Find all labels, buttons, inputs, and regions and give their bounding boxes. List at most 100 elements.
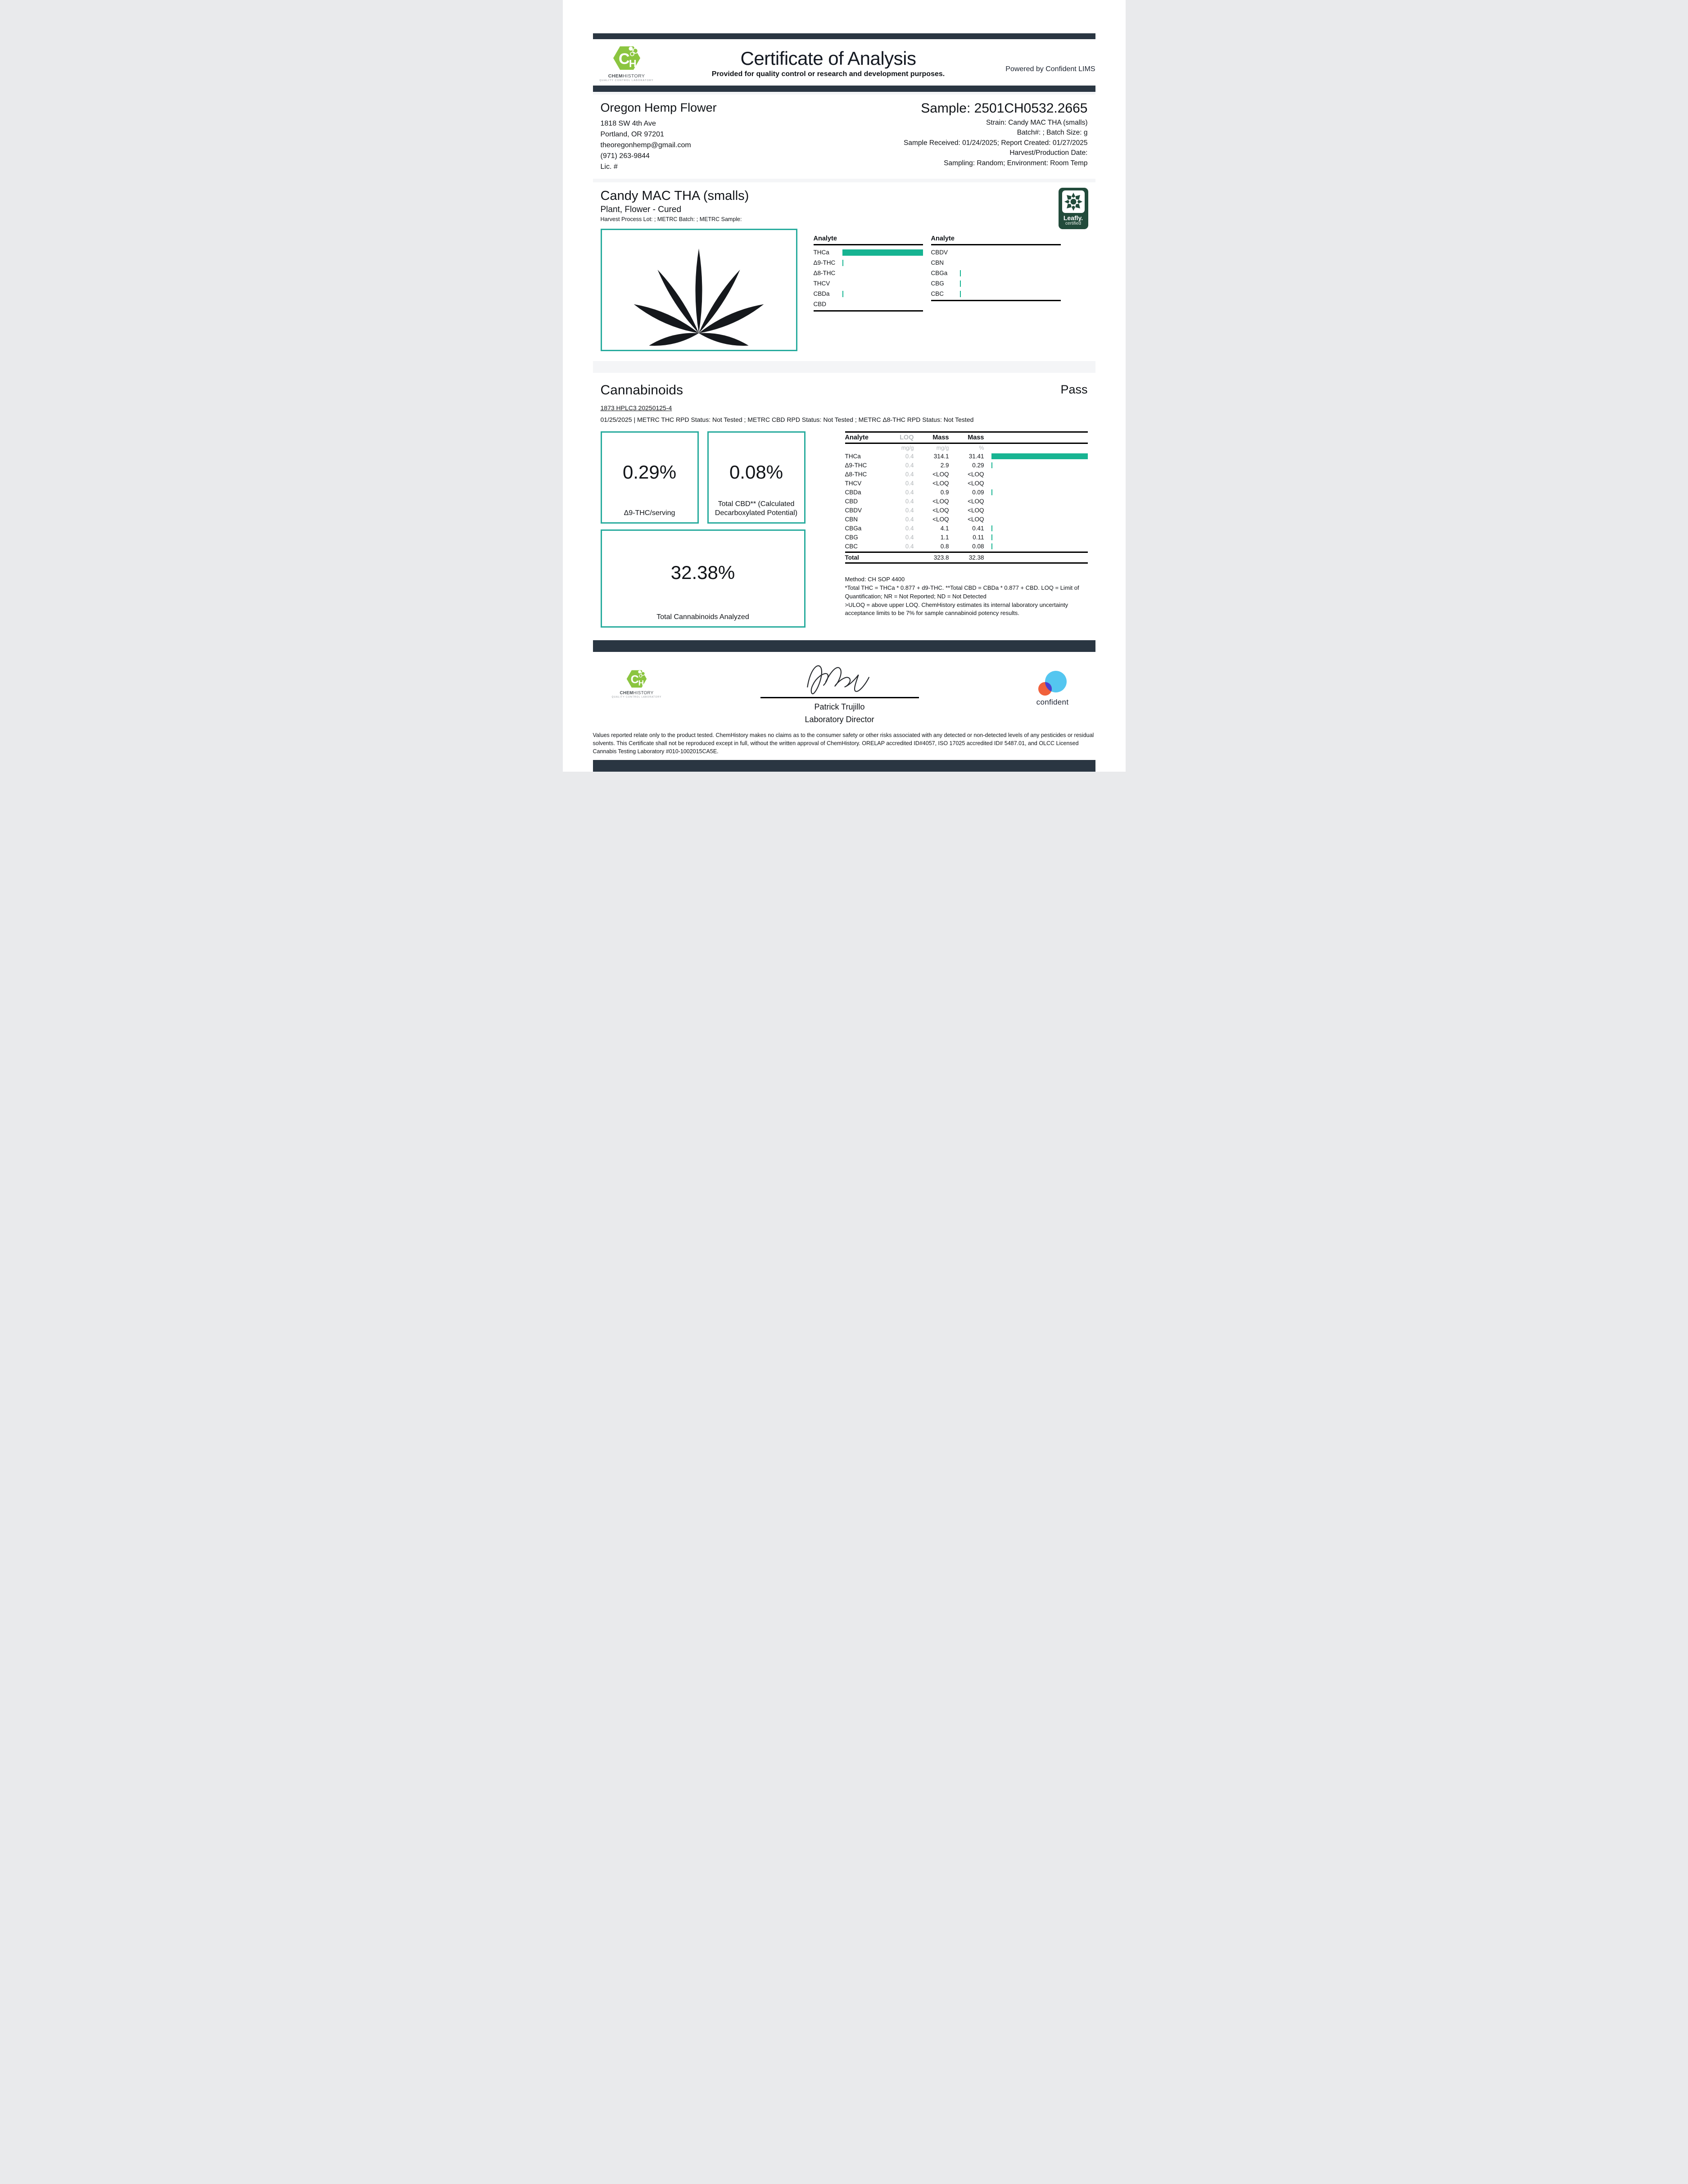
table-bar-cell: [984, 543, 1088, 549]
analyte-label: CBGa: [931, 270, 948, 276]
unit-mass-pct: %: [979, 445, 984, 451]
table-cell: <LOQ: [932, 470, 949, 478]
document-body: Oregon Hemp Flower 1818 SW 4th Ave Portl…: [593, 92, 1095, 637]
run-info: 1873 HPLC3 20250125-4: [600, 404, 672, 411]
highlight-value: 32.38%: [670, 562, 735, 583]
cannabinoid-table-row: Δ8-THC 0.4 <LOQ <LOQ: [845, 470, 1088, 479]
highlight-boxes: 0.29% Δ9-THC/serving 0.08% Total CBD** (…: [600, 431, 806, 628]
mini-chart-row: CBDa: [814, 289, 923, 299]
table-cell: 0.29: [972, 461, 984, 469]
client-info: Oregon Hemp Flower 1818 SW 4th Ave Portl…: [601, 101, 717, 172]
analyte-label: CBG: [931, 280, 944, 287]
cannabinoid-table-row: Δ9-THC 0.4 2.9 0.29: [845, 461, 1088, 470]
analyte-bar-track: [959, 290, 1061, 297]
table-bar-cell: [984, 498, 1088, 504]
mini-chart-right-column: Analyte CBDV CBN CBGa CBG CBC: [931, 235, 1061, 351]
table-cell: 0.08: [972, 543, 984, 550]
leafly-flower-icon: [1062, 190, 1085, 213]
cannabinoids-section: Cannabinoids Pass 1873 HPLC3 20250125-4 …: [593, 373, 1095, 637]
footer-right: confident: [1010, 658, 1095, 707]
mini-chart-row: CBDV: [931, 247, 1061, 258]
signer-name: Patrick Trujillo: [814, 702, 865, 711]
confident-wordmark: confident: [1036, 698, 1069, 706]
product-type: Plant, Flower - Cured: [600, 205, 682, 214]
footer: C H CHEMHISTORY QUALITY CONTROL LABORATO…: [593, 652, 1095, 724]
table-cell: 4.1: [940, 525, 949, 532]
table-rows: THCa 0.4 314.1 31.41 Δ9-THC 0.4 2.9 0.29 Δ8-THC 0…: [845, 452, 1088, 551]
table-cell: Δ8-THC: [845, 470, 867, 478]
bottom-bar: [593, 760, 1095, 772]
mini-chart-left-column: Analyte THCa Δ9-THC Δ8-THC THCV CBDa CBD: [813, 235, 923, 351]
chemhistory-logo: C H CHEMHISTORY QUALITY CONTROL LABORATO…: [593, 44, 661, 82]
mini-chart-row: Δ8-THC: [814, 268, 923, 278]
table-cell: 0.09: [972, 488, 984, 496]
table-cell: 0.11: [973, 534, 984, 541]
table-cell: <LOQ: [968, 479, 984, 487]
unit-loq: mg/g: [901, 445, 914, 451]
mini-chart-row: CBG: [931, 278, 1061, 289]
cannabinoid-table-row: CBD 0.4 <LOQ <LOQ: [845, 497, 1088, 506]
cannabinoid-table-row: CBDa 0.4 0.9 0.09: [845, 488, 1088, 497]
svg-text:H: H: [638, 679, 643, 687]
analyte-bar-track: [960, 260, 1061, 266]
table-units-row: mg/g mg/g %: [845, 444, 1088, 452]
analyte-mini-chart: Analyte THCa Δ9-THC Δ8-THC THCV CBDa CBD Anal…: [813, 229, 1088, 351]
cannabinoids-body: 0.29% Δ9-THC/serving 0.08% Total CBD** (…: [600, 431, 1088, 628]
method-line: Method: CH SOP 4400: [845, 576, 905, 583]
client-address1: 1818 SW 4th Ave: [600, 120, 656, 127]
table-cell: <LOQ: [968, 470, 984, 478]
analyte-bar-track: [959, 270, 1061, 276]
document-subtitle: Provided for quality control or research…: [711, 70, 945, 78]
mass-pct-bar: [991, 462, 993, 468]
table-cell: CBGa: [845, 525, 862, 532]
table-cell: 0.4: [905, 488, 914, 496]
cannabinoid-table-row: CBDV 0.4 <LOQ <LOQ: [845, 506, 1088, 515]
mini-chart-row: CBN: [931, 258, 1061, 268]
client-license: Lic. #: [600, 163, 618, 171]
highlight-box-d9thc: 0.29% Δ9-THC/serving: [600, 431, 699, 524]
cannabis-leaf-icon: [634, 249, 764, 346]
unit-mass-mgg: mg/g: [936, 445, 949, 451]
product-section: Candy MAC THA (smalls) Plant, Flower - C…: [593, 182, 1095, 361]
table-bar-cell: [984, 480, 1088, 486]
mini-chart-baseline: [931, 300, 1061, 301]
client-sample-section: Oregon Hemp Flower 1818 SW 4th Ave Portl…: [593, 95, 1095, 179]
product-image-box: [600, 229, 797, 351]
sample-id: Sample: 2501CH0532.2665: [921, 101, 1088, 116]
table-bar-cell: [984, 453, 1088, 459]
mass-pct-bar: [991, 543, 993, 549]
table-cell: CBC: [845, 543, 858, 550]
footer-left: C H CHEMHISTORY QUALITY CONTROL LABORATO…: [593, 658, 670, 701]
leafly-certified-label: certified: [1065, 221, 1081, 226]
mini-chart-header: Analyte: [813, 235, 923, 245]
cannabinoid-table-row: CBGa 0.4 4.1 0.41: [845, 524, 1088, 533]
highlight-value: 0.29%: [622, 461, 677, 483]
table-total-row: Total 323.8 32.38: [845, 552, 1088, 564]
signature-icon: [806, 665, 869, 694]
cannabinoids-table-column: Analyte LOQ Mass Mass mg/g mg/g %: [845, 431, 1088, 628]
mini-col-right-rows: CBDV CBN CBGa CBG CBC: [931, 245, 1061, 299]
table-bar-cell: [984, 534, 1088, 540]
analyte-label: CBC: [931, 290, 944, 297]
table-cell: <LOQ: [932, 479, 949, 487]
col-header-bar: [984, 434, 1088, 441]
table-bar-cell: [984, 489, 1088, 495]
table-cell: THCV: [845, 479, 862, 487]
table-cell: 0.41: [972, 525, 984, 532]
table-cell: 0.4: [905, 543, 914, 550]
table-cell: CBN: [845, 515, 858, 523]
analyte-bar: [959, 290, 961, 297]
status-badge: Pass: [1060, 383, 1088, 396]
header-divider-bar: [593, 86, 1095, 92]
mini-chart-row: CBC: [931, 289, 1061, 299]
cannabinoid-table-row: CBG 0.4 1.1 0.11: [845, 533, 1088, 542]
table-cell: 0.4: [905, 515, 914, 523]
cannabinoid-table-row: THCV 0.4 <LOQ <LOQ: [845, 479, 1088, 488]
client-email: theoregonhemp@gmail.com: [600, 141, 691, 149]
powered-by-label: Powered by Confident LIMS: [1005, 65, 1095, 73]
mini-chart-row: Δ9-THC: [814, 258, 923, 268]
metrc-rpd-status: 01/25/2025 | METRC THC RPD Status: Not T…: [600, 416, 974, 423]
chemhistory-wordmark: CHEMHISTORY: [619, 690, 654, 696]
analyte-label: Δ9-THC: [813, 259, 836, 266]
table-cell: CBDV: [845, 506, 862, 514]
